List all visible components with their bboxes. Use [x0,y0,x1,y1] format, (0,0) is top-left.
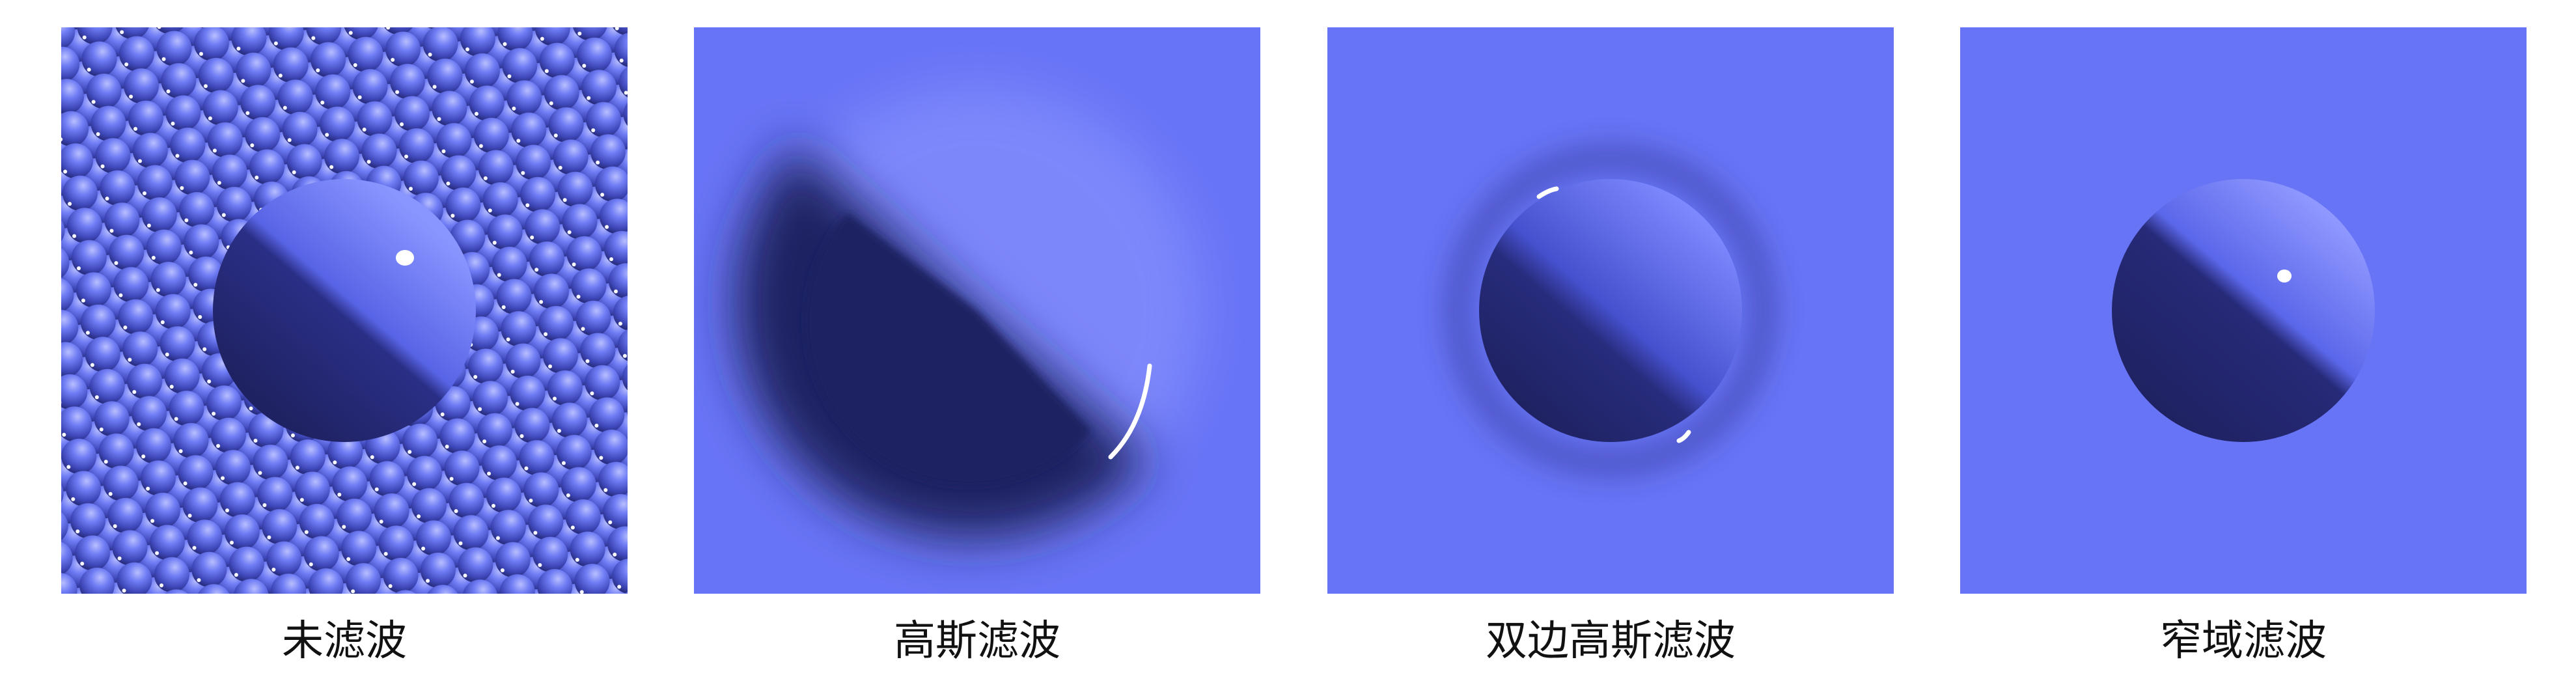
caption-gaussian-filter: 高斯滤波 [894,617,1060,665]
gaussian-filter-render [694,27,1260,594]
caption-unfiltered: 未滤波 [282,617,407,665]
bilateral-gaussian-filter-image-panel [1327,27,1894,594]
gaussian-filter-image-panel [694,27,1260,594]
narrow-domain-filter-render [1960,27,2527,594]
caption-bilateral-gaussian-filter: 双边高斯滤波 [1486,617,1736,665]
unfiltered-render [61,27,628,594]
unfiltered-image-panel [61,27,628,594]
narrow-domain-filter-image-panel [1960,27,2527,594]
bilateral-gaussian-filter-render [1327,27,1894,594]
caption-narrow-domain-filter: 窄域滤波 [2160,617,2327,665]
